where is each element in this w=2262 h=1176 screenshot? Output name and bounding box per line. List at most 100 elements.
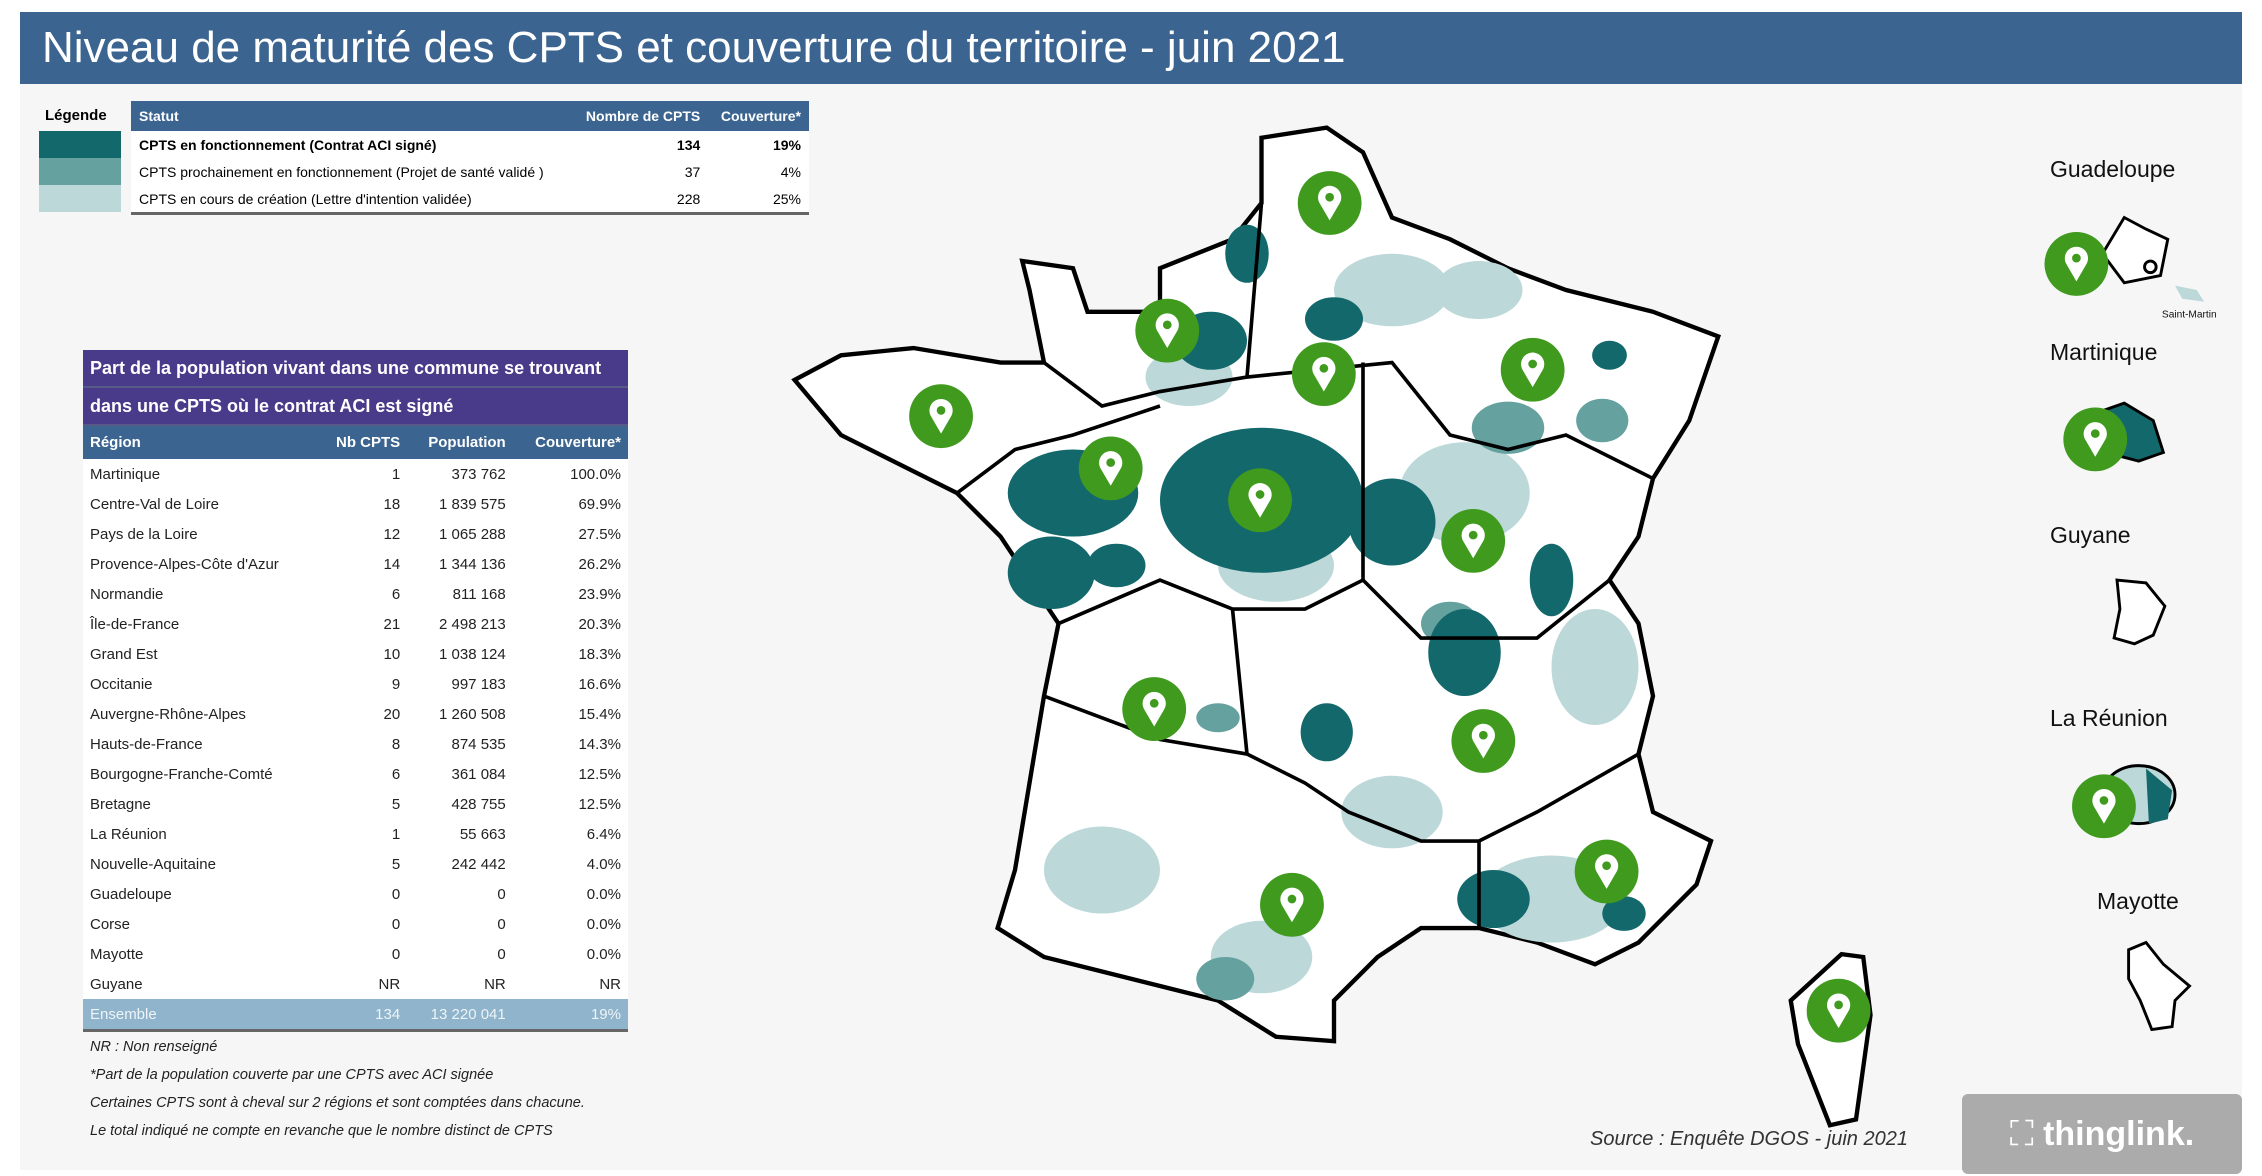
cell-population: 2 498 213	[439, 615, 506, 633]
location-pin-icon[interactable]	[1260, 872, 1324, 937]
header-population: Population	[407, 426, 513, 459]
cell-region: Île-de-France	[90, 615, 180, 633]
region-borders	[955, 202, 1654, 929]
legend-statut: CPTS en cours de création (Lettre d'inte…	[139, 190, 472, 207]
legend-row: CPTS en fonctionnement (Contrat ACI sign…	[131, 131, 809, 158]
page-title: Niveau de maturité des CPTS et couvertur…	[20, 12, 2242, 84]
cell-nb-cpts: 0	[391, 885, 401, 903]
cell-region: Occitanie	[90, 675, 153, 693]
cell-region: Bourgogne-Franche-Comté	[90, 765, 273, 783]
table-row: Normandie 6 811 168 23.9%	[83, 579, 628, 609]
cell-population: 1 260 508	[439, 705, 506, 723]
cell-region: Bretagne	[90, 795, 151, 813]
location-pin-icon[interactable]	[1451, 709, 1516, 773]
header-nb-cpts: Nb CPTS	[316, 426, 408, 459]
cell-nb-cpts: NR	[378, 975, 401, 993]
location-pin-icon[interactable]	[2044, 232, 2109, 296]
table-row: Bourgogne-Franche-Comté 6 361 084 12.5%	[83, 759, 628, 789]
cell-couverture: 26.2%	[578, 555, 621, 573]
header-region: Région	[83, 426, 317, 459]
cell-couverture: 19%	[512, 999, 628, 1031]
cell-population: 874 535	[451, 735, 506, 753]
expand-icon[interactable]: ⛶	[2009, 1115, 2044, 1153]
cell-couverture: 4.0%	[586, 855, 621, 873]
cell-couverture: 27.5%	[578, 525, 621, 543]
legend-swatch-active	[39, 131, 121, 158]
thinglink-watermark[interactable]: ⛶ thinglink.	[1962, 1094, 2242, 1174]
watermark-text: thinglink.	[2043, 1115, 2195, 1153]
table-row: Provence-Alpes-Côte d'Azur 14 1 344 136 26.…	[83, 549, 628, 579]
location-pin-icon[interactable]	[1574, 839, 1639, 904]
cell-nb-cpts: 0	[391, 915, 401, 933]
guadeloupe-map	[2100, 215, 2204, 302]
table-row: Hauts-de-France 8 874 535 14.3%	[83, 729, 628, 759]
legend-couverture: 19%	[772, 136, 801, 153]
cell-couverture: 100.0%	[570, 465, 621, 483]
legend-nombre: 37	[684, 163, 701, 180]
legend-label: Légende	[45, 107, 107, 124]
cell-couverture: 14.3%	[578, 735, 621, 753]
cell-nb-cpts: 9	[391, 675, 401, 693]
cell-region: Centre-Val de Loire	[90, 495, 219, 513]
location-pin-icon[interactable]	[1228, 468, 1292, 533]
table-row: Île-de-France 21 2 498 213 20.3%	[83, 609, 628, 639]
cell-population: 13 220 041	[407, 999, 513, 1031]
legend-swatch-upcoming	[39, 158, 121, 185]
location-pin-icon[interactable]	[1135, 298, 1200, 363]
location-pin-icon[interactable]	[1297, 171, 1362, 235]
note: Le total indiqué ne compte en revanche q…	[90, 1123, 553, 1139]
saint-martin-label: Saint-Martin	[2162, 310, 2217, 321]
cell-population: 1 839 575	[439, 495, 506, 513]
region-coverage-table: Part de la population vivant dans une co…	[83, 350, 628, 1032]
cell-couverture: 0.0%	[586, 945, 621, 963]
table-row: Occitanie 9 997 183 16.6%	[83, 669, 628, 699]
location-pin-icon[interactable]	[1122, 677, 1187, 741]
cell-couverture: 16.6%	[578, 675, 621, 693]
cell-nb-cpts: 21	[383, 615, 401, 633]
cell-region: Auvergne-Rhône-Alpes	[90, 705, 246, 723]
legend-statut: CPTS prochainement en fonctionnement (Pr…	[139, 163, 544, 180]
legend-couverture: 4%	[780, 163, 801, 180]
location-pin-icon[interactable]	[1291, 342, 1356, 407]
table-row: Centre-Val de Loire 18 1 839 575 69.9%	[83, 489, 628, 519]
legend-nombre: 134	[676, 136, 701, 153]
table-row: Bretagne 5 428 755 12.5%	[83, 789, 628, 819]
legend-row: CPTS prochainement en fonctionnement (Pr…	[131, 158, 809, 185]
legend-row: CPTS en cours de création (Lettre d'inte…	[131, 185, 809, 214]
cell-region: Guyane	[90, 975, 143, 993]
cell-couverture: 15.4%	[578, 705, 621, 723]
cell-population: 373 762	[451, 465, 506, 483]
cell-region: Hauts-de-France	[90, 735, 203, 753]
cell-population: 361 084	[451, 765, 506, 783]
cell-region: Martinique	[90, 465, 161, 483]
location-pin-icon[interactable]	[909, 384, 973, 449]
legend-swatch-creation	[39, 185, 121, 212]
legend-couverture: 25%	[772, 190, 801, 207]
cell-region: Normandie	[90, 585, 164, 603]
cell-couverture: 18.3%	[578, 645, 621, 663]
region-table-title-line1: Part de la population vivant dans une co…	[83, 350, 628, 388]
cell-population: 811 168	[452, 585, 506, 603]
martinique-label: Martinique	[2050, 339, 2158, 365]
cell-population: 0	[497, 915, 506, 933]
location-pin-icon[interactable]	[1078, 436, 1143, 501]
location-pin-icon[interactable]	[2072, 774, 2136, 839]
cell-nb-cpts: 5	[391, 855, 401, 873]
location-pin-icon[interactable]	[1441, 508, 1506, 573]
location-pin-icon[interactable]	[1500, 337, 1565, 402]
cell-population: 55 663	[459, 825, 506, 843]
guadeloupe-label: Guadeloupe	[2050, 156, 2176, 182]
table-row: Auvergne-Rhône-Alpes 20 1 260 508 15.4%	[83, 699, 628, 729]
cell-couverture: 6.4%	[586, 825, 621, 843]
location-pin-icon[interactable]	[2063, 407, 2128, 472]
source-note: Source : Enquête DGOS - juin 2021	[1590, 1128, 1908, 1150]
cell-couverture: 69.9%	[578, 495, 621, 513]
cell-population: 1 038 124	[439, 645, 506, 663]
cell-region: Guadeloupe	[90, 885, 172, 903]
cell-couverture: NR	[599, 975, 621, 993]
cell-population: 242 442	[451, 855, 506, 873]
location-pin-icon[interactable]	[1806, 978, 1871, 1043]
cell-population: 428 755	[451, 795, 506, 813]
cell-nb-cpts: 10	[383, 645, 401, 663]
table-row: Guadeloupe 0 0 0.0%	[83, 879, 628, 909]
